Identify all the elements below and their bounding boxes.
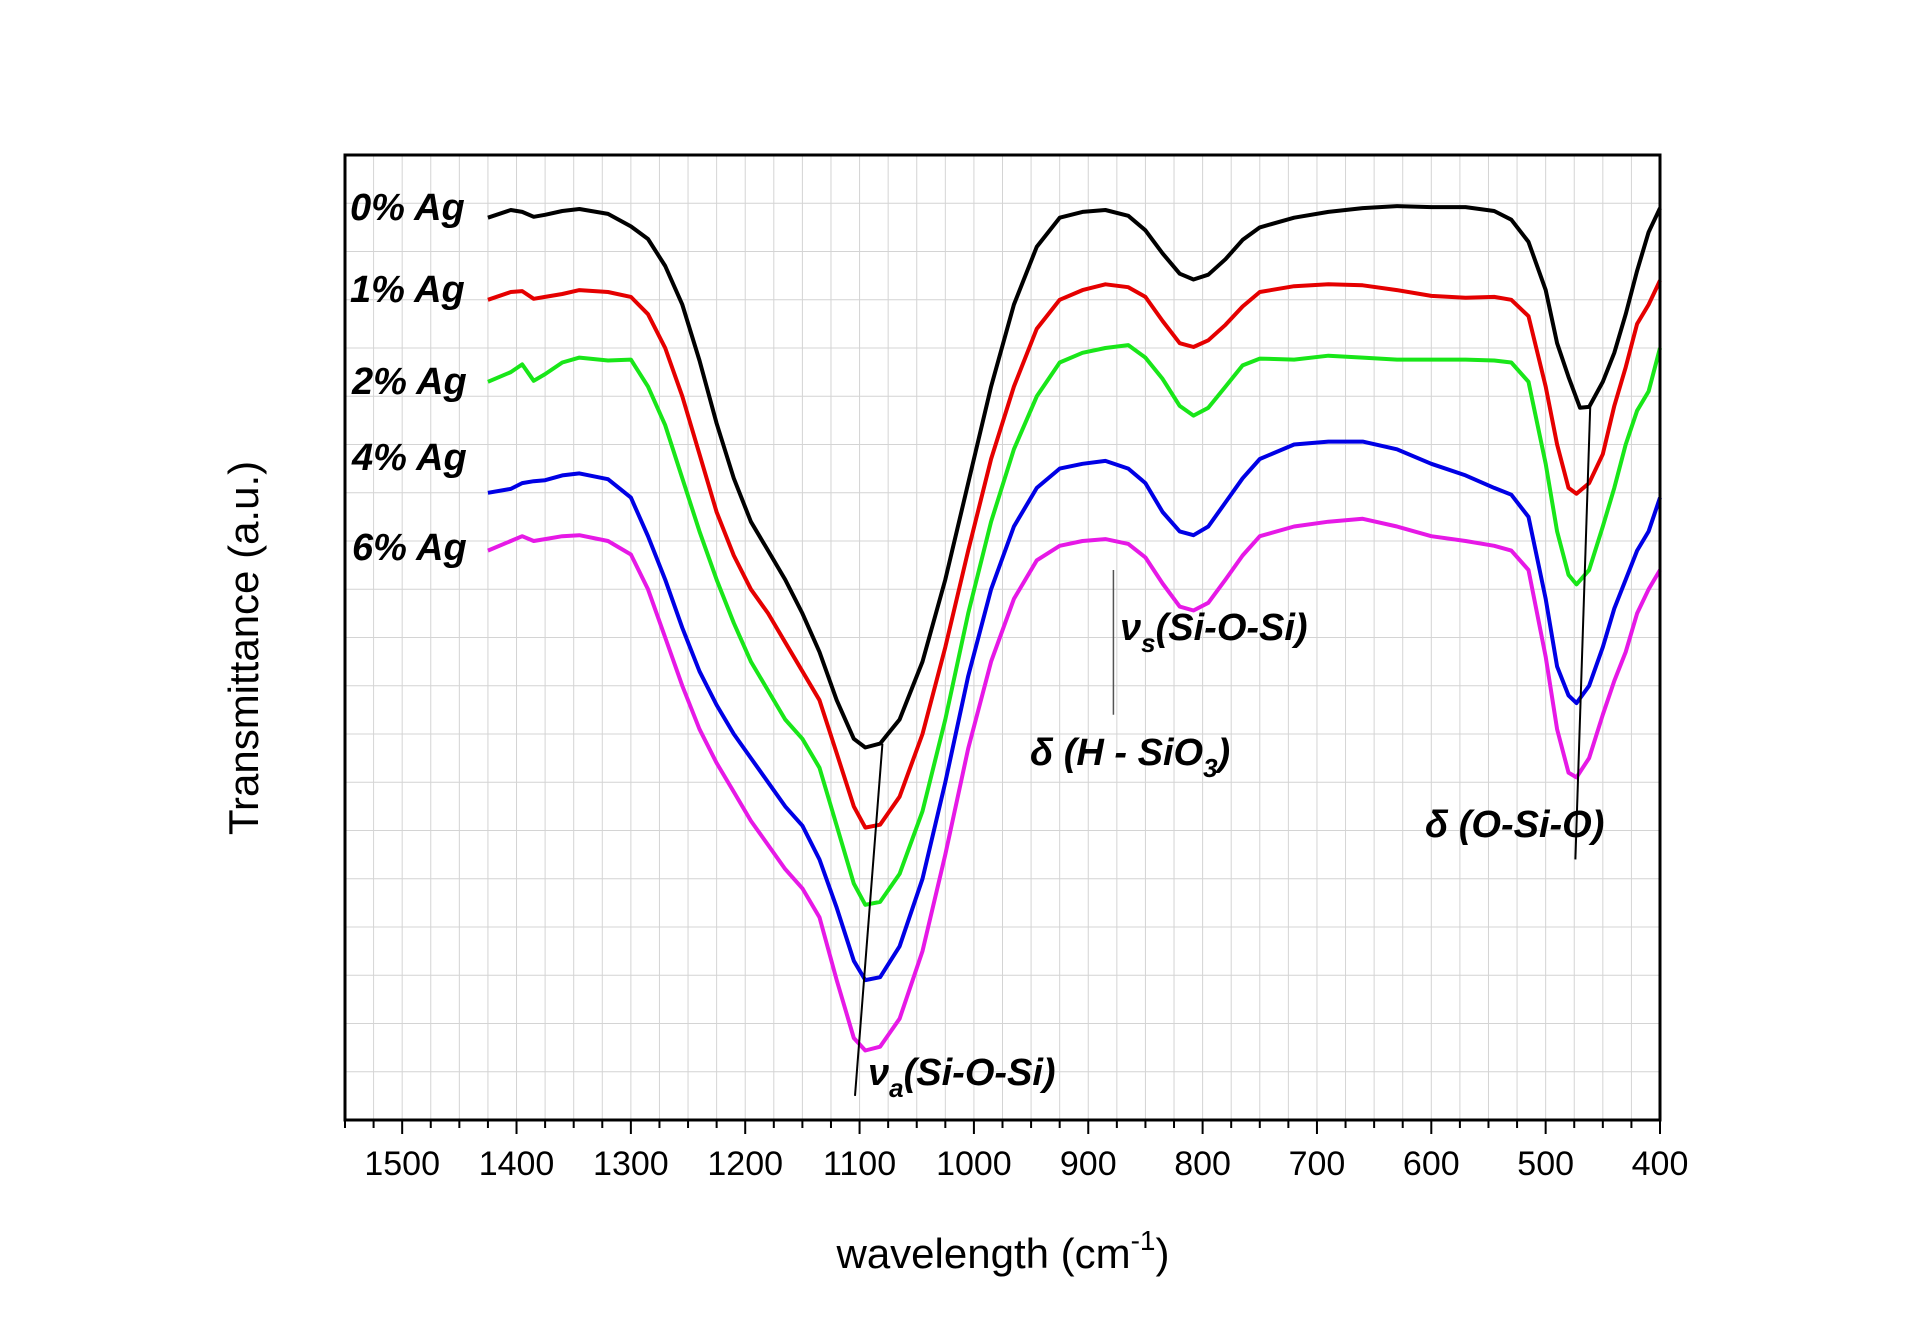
annotation-va: νa(Si-O-Si): [868, 1052, 1056, 1103]
va-leader-line: [853, 743, 884, 1096]
series-line-3: [487, 439, 1662, 983]
series-label-3: 4% Ag: [351, 437, 467, 479]
annotation-delta-h-sio3: δ (H - SiO3): [1030, 732, 1230, 783]
x-tick-label: 600: [1403, 1145, 1460, 1183]
x-tick-labels: 1500 1400 1300 1200 1100 1000 900 800 700 600 500 4…: [364, 1145, 1688, 1183]
x-tick-label: 700: [1289, 1145, 1346, 1183]
x-tick-label: 400: [1632, 1145, 1689, 1183]
series-label-1: 1% Ag: [350, 269, 465, 311]
x-axis-title: wavelength (cm-1): [835, 1225, 1169, 1277]
annotation-delta-o-si-o: δ (O-Si-O): [1425, 804, 1604, 846]
y-axis-title: Transmittance (a.u.): [220, 461, 267, 835]
x-tick-label: 1400: [479, 1145, 555, 1183]
x-tick-label: 900: [1060, 1145, 1117, 1183]
annotation-vs: νs(Si-O-Si): [1120, 607, 1308, 658]
series-group: [487, 204, 1662, 1053]
x-tick-label: 800: [1174, 1145, 1231, 1183]
series-line-0: [487, 204, 1662, 750]
series-label-0: 0% Ag: [350, 187, 465, 229]
series-line-1: [487, 279, 1662, 830]
x-tick-label: 1100: [823, 1145, 896, 1183]
annotation-lines: [853, 405, 1592, 1096]
x-tick-label: 1000: [936, 1145, 1012, 1183]
x-tick-label: 1300: [593, 1145, 669, 1183]
delta-o-leader-line: [1574, 405, 1592, 860]
x-tick-label: 1200: [707, 1145, 783, 1183]
series-label-2: 2% Ag: [351, 361, 467, 403]
series-label-4: 6% Ag: [352, 527, 467, 569]
x-tick-label: 1500: [364, 1145, 440, 1183]
x-tick-label: 500: [1517, 1145, 1574, 1183]
series-line-2: [487, 343, 1662, 907]
x-ticks: [344, 1120, 1661, 1134]
grid-lines: [344, 154, 1661, 1121]
series-line-4: [487, 516, 1662, 1053]
